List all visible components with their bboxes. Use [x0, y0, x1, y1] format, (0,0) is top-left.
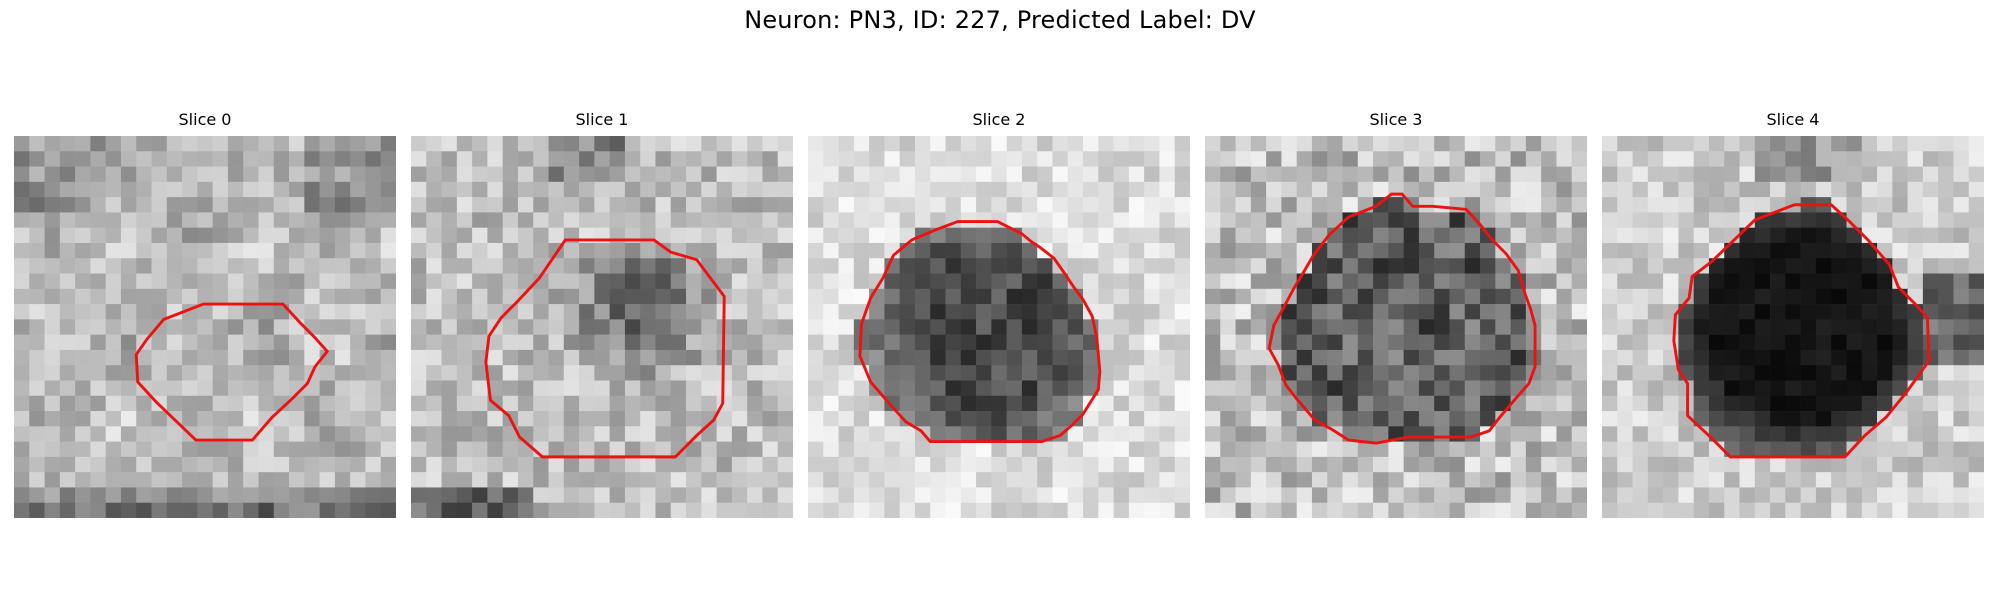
slice-title: Slice 1 — [575, 110, 629, 129]
segmentation-contour — [484, 238, 726, 459]
slice-image — [411, 136, 793, 518]
slice-title: Slice 0 — [178, 110, 232, 129]
figure-title: Neuron: PN3, ID: 227, Predicted Label: D… — [744, 6, 1256, 34]
segmentation-contour — [1267, 192, 1537, 445]
slice-title: Slice 4 — [1766, 110, 1820, 129]
slice-panel-1: Slice 1 — [411, 110, 793, 518]
slice-title: Slice 3 — [1369, 110, 1423, 129]
slice-panel-2: Slice 2 — [808, 110, 1190, 518]
slice-panel-0: Slice 0 — [14, 110, 396, 518]
segmentation-contour — [134, 302, 330, 442]
slice-image — [1602, 136, 1984, 518]
segmentation-contour — [1672, 203, 1931, 459]
slice-image — [14, 136, 396, 518]
slice-title: Slice 2 — [972, 110, 1026, 129]
slice-panel-3: Slice 3 — [1205, 110, 1587, 518]
slice-image — [1205, 136, 1587, 518]
slice-panel-4: Slice 4 — [1602, 110, 1984, 518]
slice-image — [808, 136, 1190, 518]
segmentation-contour — [858, 220, 1102, 444]
